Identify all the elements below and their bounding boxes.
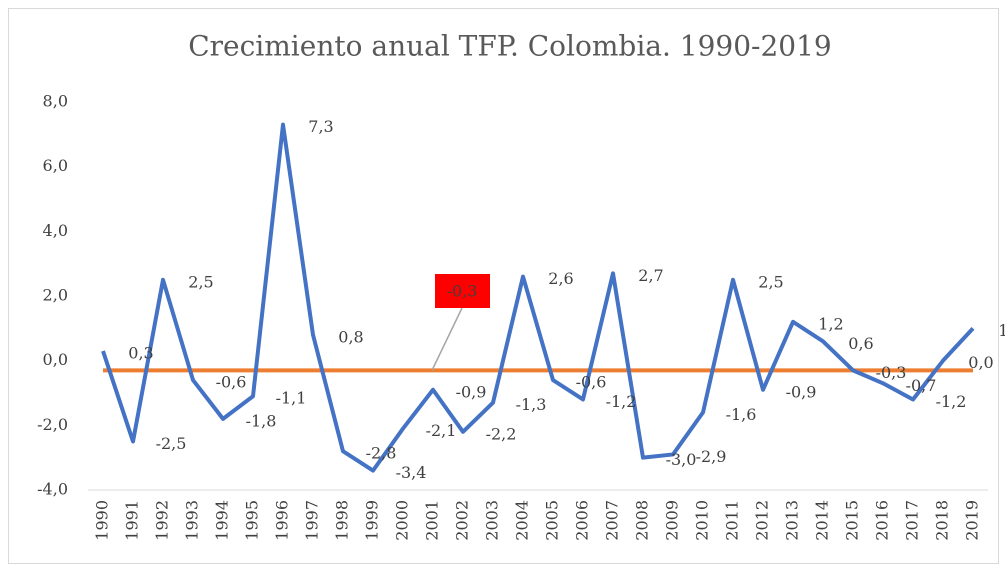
- data-label: -2,1: [426, 421, 457, 440]
- data-label: -3,0: [666, 450, 697, 469]
- x-tick-label: 2003: [483, 500, 502, 541]
- data-label: 1,0: [998, 321, 1005, 340]
- data-label: -0,9: [456, 382, 487, 401]
- data-label: -3,4: [396, 463, 427, 482]
- x-tick-label: 2010: [693, 500, 712, 541]
- x-tick-label: 2015: [843, 500, 862, 541]
- data-label: 0,3: [128, 343, 153, 362]
- data-label: 0,6: [848, 334, 873, 353]
- data-label: -2,2: [486, 424, 517, 443]
- x-tick-label: 2011: [723, 500, 742, 541]
- data-label: -1,2: [936, 392, 967, 411]
- data-label: -0,3: [876, 363, 907, 382]
- y-tick-label: 2,0: [43, 286, 68, 305]
- data-label: -1,2: [606, 392, 637, 411]
- data-label: -2,8: [366, 444, 397, 463]
- x-tick-label: 1992: [153, 500, 172, 541]
- data-label: 0,8: [338, 327, 363, 346]
- x-tick-label: 1996: [273, 500, 292, 541]
- data-label: -0,9: [786, 382, 817, 401]
- callout-leader: [431, 307, 463, 371]
- x-tick-label: 1990: [93, 500, 112, 541]
- x-tick-label: 2012: [753, 500, 772, 541]
- data-label: -1,3: [516, 395, 547, 414]
- y-tick-label: -2,0: [37, 415, 68, 434]
- x-tick-label: 1997: [303, 500, 322, 541]
- y-tick-label: -4,0: [37, 480, 68, 499]
- x-tick-label: 1994: [213, 500, 232, 541]
- data-label: 0,0: [968, 353, 993, 372]
- callout-box: [435, 274, 490, 308]
- x-tick-label: 1995: [243, 500, 262, 541]
- x-tick-label: 2007: [603, 500, 622, 541]
- data-label: 2,5: [188, 272, 213, 291]
- x-tick-label: 2018: [933, 500, 952, 541]
- x-tick-label: 1991: [123, 500, 142, 541]
- x-tick-label: 2006: [573, 500, 592, 541]
- data-label: 1,2: [818, 314, 843, 333]
- data-label: -2,9: [696, 447, 727, 466]
- data-label: 2,5: [758, 272, 783, 291]
- x-tick-label: 2004: [513, 500, 532, 541]
- y-tick-label: 6,0: [43, 156, 68, 175]
- data-label: -1,1: [276, 389, 307, 408]
- x-tick-label: 2009: [663, 500, 682, 541]
- x-tick-label: 2016: [873, 500, 892, 541]
- data-label: -1,8: [246, 411, 277, 430]
- data-label: -0,6: [216, 373, 247, 392]
- x-tick-label: 2000: [393, 500, 412, 541]
- x-tick-label: 2019: [963, 500, 982, 541]
- x-tick-label: 2013: [783, 500, 802, 541]
- chart-title: Crecimiento anual TFP. Colombia. 1990-20…: [188, 30, 832, 63]
- x-tick-label: 1998: [333, 500, 352, 541]
- x-tick-label: 1993: [183, 500, 202, 541]
- data-label: 7,3: [308, 117, 333, 136]
- y-tick-label: 8,0: [43, 92, 68, 111]
- data-label: -1,6: [726, 405, 757, 424]
- data-label: -2,5: [156, 434, 187, 453]
- reference-label: -0,3: [447, 282, 478, 301]
- data-label: 2,7: [638, 266, 663, 285]
- y-tick-label: 4,0: [43, 221, 68, 240]
- x-tick-label: 1999: [363, 500, 382, 541]
- x-tick-label: 2001: [423, 500, 442, 541]
- x-tick-label: 2008: [633, 500, 652, 541]
- series-line: [101, 122, 975, 473]
- x-tick-label: 2014: [813, 500, 832, 541]
- x-tick-label: 2017: [903, 500, 922, 541]
- data-label: 2,6: [548, 269, 573, 288]
- data-label: -0,6: [576, 373, 607, 392]
- x-tick-label: 2002: [453, 500, 472, 541]
- chart-border: [8, 8, 999, 564]
- y-tick-label: 0,0: [43, 350, 68, 369]
- x-tick-label: 2005: [543, 500, 562, 541]
- data-label: -0,7: [906, 376, 937, 395]
